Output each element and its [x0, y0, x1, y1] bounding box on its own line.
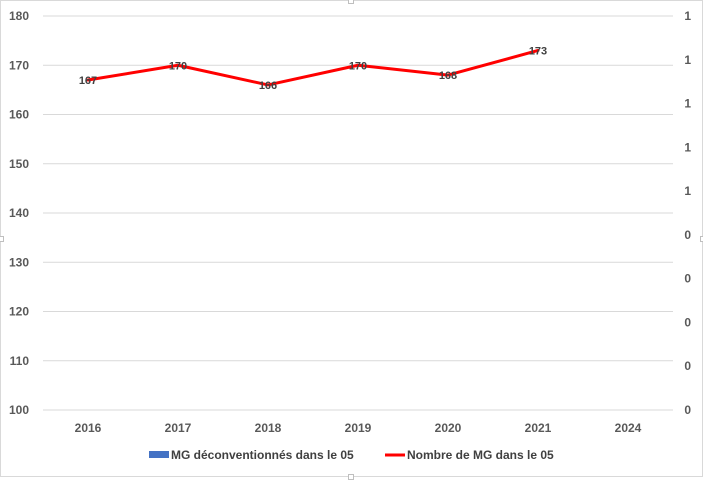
data-label: 170 [169, 60, 187, 72]
x-tick-label: 2019 [345, 421, 372, 435]
legend-label: Nombre de MG dans le 05 [407, 448, 554, 462]
y2-tick-label: 0 [684, 315, 691, 329]
data-label: 167 [79, 75, 97, 87]
data-label: 173 [529, 45, 547, 57]
x-tick-label: 2018 [255, 421, 282, 435]
x-tick-label: 2016 [75, 421, 102, 435]
secondary-y-axis-tick-labels: 0 0 0 0 0 1 1 1 1 1 [684, 9, 691, 417]
legend-swatch-bar [149, 451, 169, 458]
y-tick-label: 170 [9, 58, 29, 72]
data-label: 166 [259, 80, 277, 92]
x-tick-label: 2024 [615, 421, 642, 435]
y2-tick-label: 1 [684, 53, 691, 67]
legend-item: Nombre de MG dans le 05 [385, 448, 554, 462]
series [86, 48, 540, 87]
y-tick-label: 120 [9, 305, 29, 319]
x-axis-tick-labels: 2016 2017 2018 2019 2020 2021 2024 [75, 421, 642, 435]
y-tick-label: 150 [9, 157, 29, 171]
data-label: 170 [349, 60, 367, 72]
y-tick-label: 180 [9, 9, 29, 23]
gridlines [43, 15, 673, 411]
y-tick-label: 140 [9, 206, 29, 220]
y-tick-label: 160 [9, 108, 29, 122]
data-labels: 167 170 166 170 168 173 [79, 45, 547, 91]
y-tick-label: 100 [9, 403, 29, 417]
resize-handle-bottom[interactable] [348, 474, 354, 480]
resize-handle-top[interactable] [348, 0, 354, 4]
y2-tick-label: 0 [684, 228, 691, 242]
series-line-nombre-de-mg [86, 48, 540, 87]
resize-handle-left[interactable] [0, 236, 4, 242]
legend-item: MG déconventionnés dans le 05 [149, 448, 354, 462]
y2-tick-label: 0 [684, 272, 691, 286]
y-tick-label: 130 [9, 255, 29, 269]
x-tick-label: 2017 [165, 421, 192, 435]
y2-tick-label: 1 [684, 9, 691, 23]
y-tick-label: 110 [10, 354, 30, 368]
legend: MG déconventionnés dans le 05 Nombre de M… [149, 448, 554, 462]
y2-tick-label: 1 [684, 97, 691, 111]
y2-tick-label: 0 [684, 403, 691, 417]
y-axis-tick-labels: 100 110 120 130 140 150 160 170 180 [9, 9, 29, 417]
legend-label: MG déconventionnés dans le 05 [171, 448, 354, 462]
y2-tick-label: 1 [684, 184, 691, 198]
resize-handle-right[interactable] [700, 236, 703, 242]
y2-tick-label: 0 [684, 359, 691, 373]
x-tick-label: 2020 [435, 421, 462, 435]
data-label: 168 [439, 70, 457, 82]
x-tick-label: 2021 [525, 421, 552, 435]
y2-tick-label: 1 [684, 140, 691, 154]
